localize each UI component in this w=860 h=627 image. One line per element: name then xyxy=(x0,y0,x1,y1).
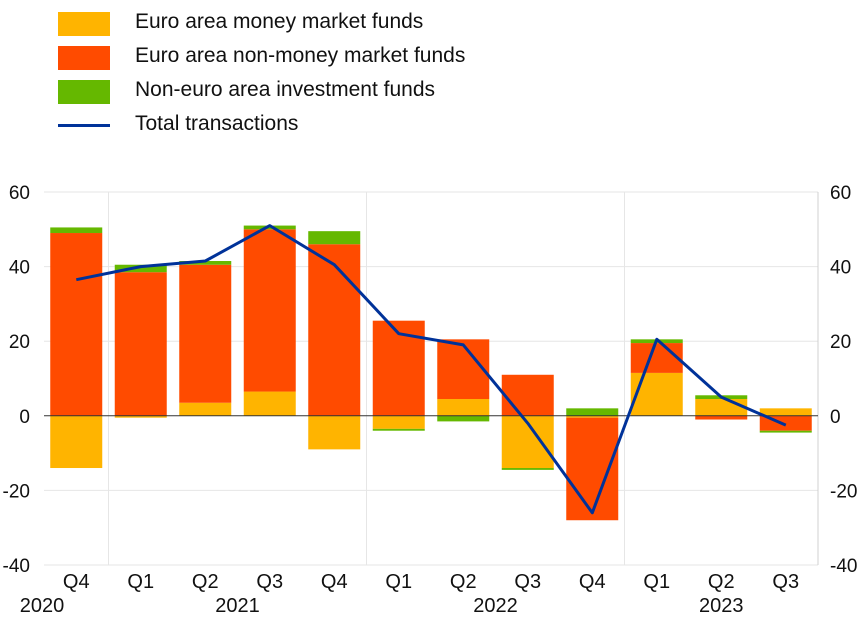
bar-segment xyxy=(501,468,554,470)
total-line xyxy=(76,224,787,515)
bar-segment xyxy=(179,261,232,265)
x-tick-label: Q4 xyxy=(579,571,606,593)
legend-label: Non-euro area investment funds xyxy=(135,78,435,101)
bar-segment xyxy=(695,415,748,420)
x-tick-label: Q3 xyxy=(514,571,541,593)
bar-segment xyxy=(372,428,425,431)
bar-segment xyxy=(179,402,232,416)
bar-segment xyxy=(50,233,103,416)
bar-segment xyxy=(759,430,812,433)
bar-segment xyxy=(114,272,167,416)
legend-swatch xyxy=(58,46,110,70)
year-label: 2021 xyxy=(215,595,260,617)
x-tick-label: Q4 xyxy=(63,571,90,593)
y-tick-label-left: 20 xyxy=(9,332,30,353)
x-axis: Q4 Q1 Q2 Q3 Q4 Q1 Q2 Q3 Q4 Q1 Q2 Q3 2020 2021 2022 2023 xyxy=(20,571,799,617)
legend-swatch xyxy=(58,12,110,36)
bar-segment xyxy=(243,225,296,230)
x-tick-label: Q1 xyxy=(643,571,670,593)
total-transactions-line xyxy=(76,224,787,515)
y-tick-label-left: 60 xyxy=(9,183,30,204)
bar-segment xyxy=(114,415,167,418)
x-tick-label: Q3 xyxy=(772,571,799,593)
y-tick-label-right: 0 xyxy=(830,407,841,428)
bar-segment xyxy=(759,408,812,416)
y-tick-label-right: 20 xyxy=(830,332,851,353)
x-tick-label: Q1 xyxy=(127,571,154,593)
legend-label: Total transactions xyxy=(135,112,299,135)
x-tick-label: Q2 xyxy=(708,571,735,593)
bar-segment xyxy=(437,339,490,400)
bar-segment xyxy=(501,374,554,416)
y-tick-label-left: 0 xyxy=(19,407,30,428)
legend-line-swatch xyxy=(58,124,110,127)
x-tick-label: Q2 xyxy=(450,571,477,593)
legend-label: Euro area non-money market funds xyxy=(135,44,466,67)
y-tick-label-right: -20 xyxy=(830,481,857,502)
legend-label: Euro area money market funds xyxy=(135,10,424,33)
bar-segment xyxy=(243,229,296,392)
bars xyxy=(50,225,812,521)
bar-segment xyxy=(566,415,619,418)
y-tick-label-right: -40 xyxy=(830,556,857,577)
bar-segment xyxy=(437,399,490,416)
y-tick-label-left: 40 xyxy=(9,258,30,279)
bar-segment xyxy=(243,391,296,416)
bar-segment xyxy=(308,415,361,450)
gridlines xyxy=(44,191,819,566)
y-tick-label-left: -20 xyxy=(3,481,30,502)
bar-segment xyxy=(695,399,748,416)
y-tick-label-right: 60 xyxy=(830,183,851,204)
year-label: 2022 xyxy=(473,595,518,617)
y-axis-left: 60 40 20 0 -20 -40 xyxy=(3,183,30,577)
bar-segment xyxy=(50,227,103,234)
x-tick-label: Q2 xyxy=(192,571,219,593)
bar-segment xyxy=(630,343,683,373)
y-tick-label-left: -40 xyxy=(3,556,30,577)
bar-segment xyxy=(114,264,167,273)
bar-segment xyxy=(308,244,361,416)
y-tick-label-right: 40 xyxy=(830,258,851,279)
year-label: 2020 xyxy=(20,595,65,617)
bar-segment xyxy=(372,415,425,429)
bar-segment xyxy=(630,372,683,416)
x-tick-label: Q4 xyxy=(321,571,348,593)
bar-segment xyxy=(566,417,619,521)
year-label: 2023 xyxy=(699,595,744,617)
bar-segment xyxy=(50,415,103,469)
bar-segment xyxy=(437,415,490,422)
bar-segment xyxy=(308,231,361,245)
x-tick-label: Q1 xyxy=(385,571,412,593)
x-tick-label: Q3 xyxy=(256,571,283,593)
y-axis-right: 60 40 20 0 -20 -40 xyxy=(830,183,857,577)
bar-segment xyxy=(179,264,232,403)
legend-swatch xyxy=(58,80,110,104)
bar-segment xyxy=(566,408,619,416)
